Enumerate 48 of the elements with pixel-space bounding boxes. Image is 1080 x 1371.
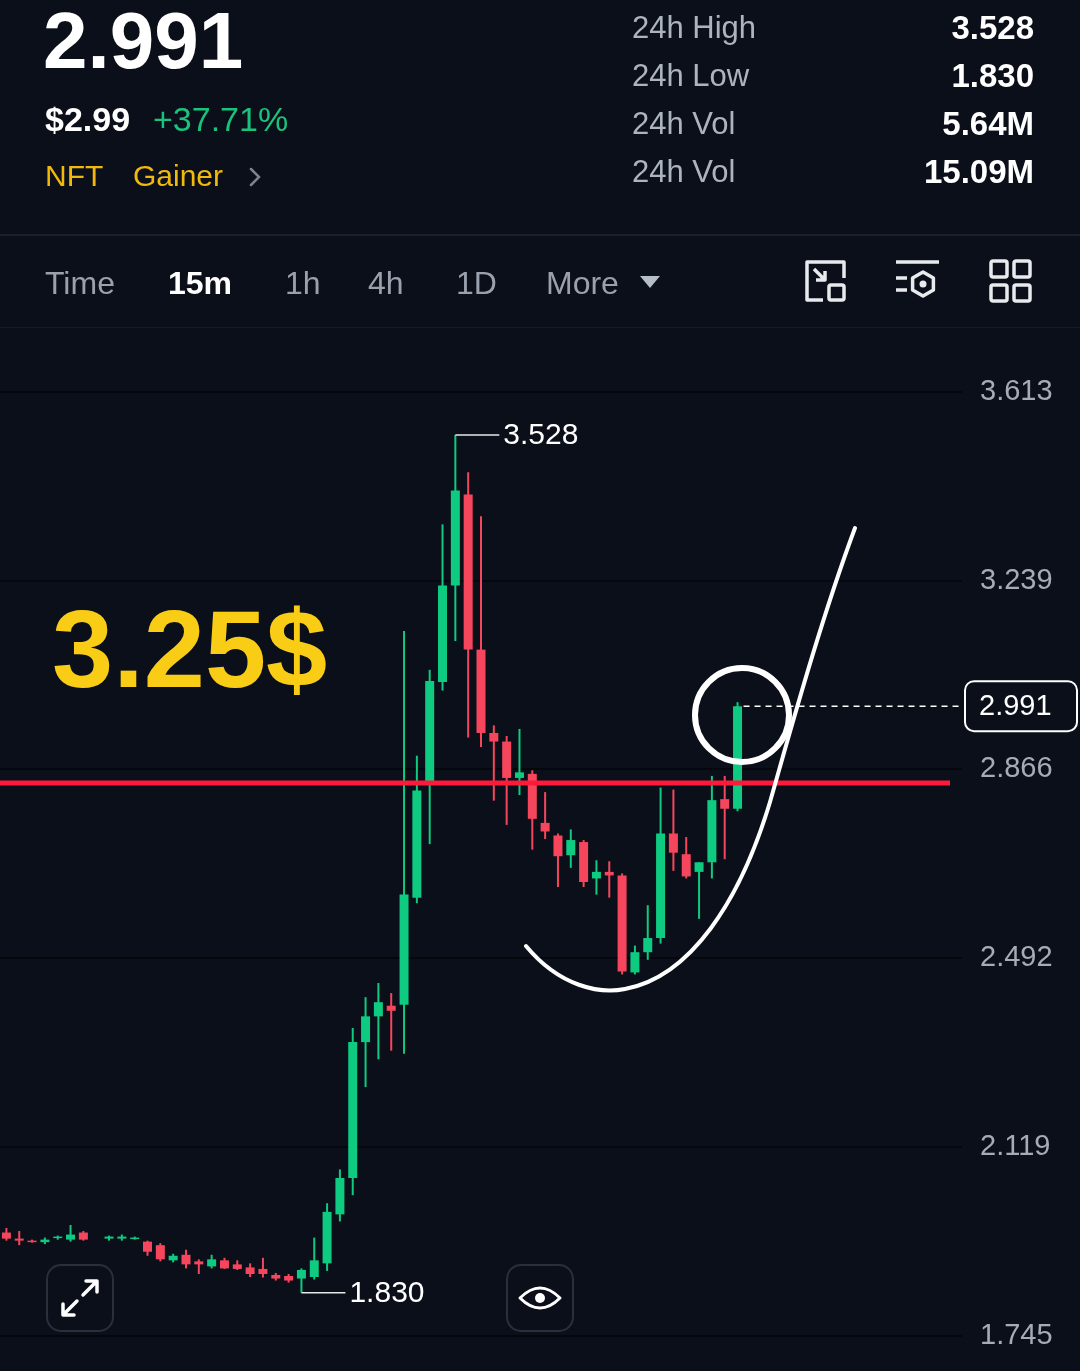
- candlestick: [694, 861, 704, 920]
- candlestick: [514, 727, 524, 797]
- y-tick-label: 3.613: [980, 374, 1053, 406]
- ref-line-label: 2.991: [979, 689, 1052, 722]
- text: 3.528: [951, 8, 1034, 46]
- text: 2.991: [43, 0, 244, 85]
- candlestick: [309, 1236, 319, 1281]
- candlestick: [720, 774, 730, 861]
- candlestick: [553, 832, 563, 889]
- candlestick: [258, 1256, 268, 1279]
- y-tick-label: 1.745: [980, 1317, 1053, 1350]
- candlestick: [591, 859, 601, 896]
- candlestick: [540, 791, 550, 841]
- text: 1.830: [951, 56, 1034, 94]
- candlestick: [181, 1248, 191, 1270]
- candlestick: [681, 836, 691, 880]
- text: More: [546, 265, 619, 302]
- text: 4h: [368, 265, 404, 302]
- candlestick: [668, 788, 678, 872]
- text: 15m: [168, 265, 233, 302]
- text: 1D: [456, 265, 497, 302]
- y-tick-label: 2.119: [980, 1128, 1051, 1161]
- candlestick: [373, 982, 383, 1061]
- text: 1h: [285, 265, 321, 302]
- y-tick-label: 2.492: [980, 940, 1053, 973]
- text: 5.64M: [942, 104, 1034, 142]
- annotation: 3.25$: [52, 586, 328, 710]
- text: NFT: [45, 159, 104, 193]
- candlestick: [155, 1242, 165, 1263]
- text: 15.09M: [923, 152, 1034, 190]
- candlestick: [489, 724, 499, 802]
- annotation: 3.528: [503, 417, 579, 451]
- text: 24h Vol: [632, 153, 736, 189]
- candlestick: [630, 944, 640, 976]
- y-tick-label: 2.866: [980, 751, 1053, 784]
- text: $2.99: [45, 100, 131, 139]
- text: 24h Low: [632, 57, 750, 93]
- annotation: 1.830: [349, 1274, 425, 1308]
- y-tick-label: 3.239: [980, 562, 1053, 595]
- candlestick: [566, 828, 576, 869]
- candlestick: [643, 904, 653, 961]
- candlestick: [296, 1267, 306, 1294]
- text: Time: [45, 265, 115, 302]
- text: 24h Vol: [632, 105, 736, 141]
- text: 24h High: [632, 9, 757, 45]
- text: Gainer: [133, 159, 224, 193]
- text: +37.71%: [153, 100, 289, 139]
- candlestick: [386, 992, 396, 1052]
